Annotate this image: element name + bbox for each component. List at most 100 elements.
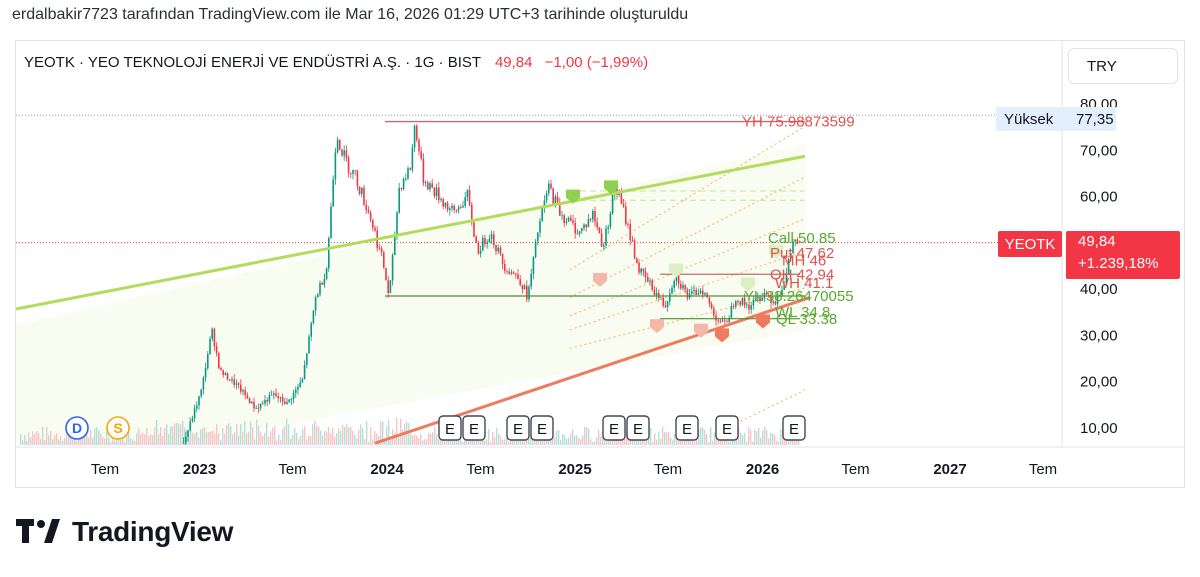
candle-body [543, 200, 546, 209]
candle-body [730, 306, 733, 318]
volume-bar [298, 439, 300, 445]
level-label: MH 46 [782, 252, 826, 269]
volume-bar [744, 432, 746, 445]
volume-bar [394, 433, 396, 445]
volume-bar [706, 433, 708, 445]
volume-bar [318, 426, 320, 445]
volume-bar [754, 429, 756, 445]
volume-bar [654, 433, 656, 445]
candle-body [528, 286, 530, 300]
volume-bar [358, 429, 360, 445]
candle-body [182, 442, 185, 444]
volume-bar [564, 435, 566, 445]
candle-body [600, 233, 603, 247]
volume-bar [224, 434, 226, 445]
volume-bar [234, 432, 236, 445]
candle-body [684, 285, 686, 290]
volume-bar [24, 434, 26, 445]
candle-body [591, 210, 594, 220]
earnings-badge-label: E [445, 421, 455, 438]
volume-bar [372, 439, 374, 445]
volume-bar [496, 427, 498, 445]
candle-body [794, 239, 796, 242]
volume-bar [104, 438, 106, 445]
volume-bar [470, 437, 472, 445]
earnings-badge-icon [626, 415, 650, 441]
candle-body [358, 186, 361, 195]
candle-body [754, 298, 757, 300]
volume-bar [342, 424, 344, 445]
candle-body [594, 210, 596, 223]
volume-bar [722, 438, 724, 445]
volume-bar [530, 435, 532, 445]
volume-bar [260, 431, 262, 445]
candle-body [620, 193, 623, 204]
high-label: Yüksek [1004, 110, 1054, 128]
volume-bar [242, 431, 244, 445]
candle-body [772, 301, 774, 304]
volume-bar [96, 427, 98, 445]
candle-body [319, 282, 321, 295]
price-change: −1,00 (−1,99%) [544, 54, 649, 71]
candle-body [433, 187, 436, 196]
candle-body [481, 237, 484, 251]
volume-bar [772, 433, 774, 445]
volume-bar [328, 427, 330, 445]
candle-body [253, 401, 255, 409]
candle-body [325, 268, 328, 279]
candle-body [514, 273, 517, 275]
candle-body [466, 190, 469, 198]
volume-bar [364, 439, 366, 445]
chart-credit: erdalbakir7723 tarafından TradingView.co… [12, 6, 689, 23]
candle-body [382, 252, 385, 268]
candle-body [426, 182, 429, 190]
volume-bar [474, 438, 476, 445]
tradingview-logo[interactable]: TradingView [16, 516, 233, 548]
candle-body [286, 401, 288, 405]
price-tag-value: 49,84 [1078, 233, 1116, 250]
volume-bar [764, 426, 766, 445]
last-price: 49,84 [494, 54, 533, 71]
volume-bar [238, 435, 240, 445]
volume-bar [350, 426, 352, 445]
volume-bar [606, 441, 608, 445]
candle-body [572, 220, 574, 223]
earnings-badge-label: E [682, 421, 692, 438]
candle-body [429, 183, 431, 190]
candle-body [565, 221, 568, 224]
volume-bar [194, 433, 196, 445]
time-axis-tick: Tem [91, 461, 119, 478]
price-axis-tick: 30,00 [1080, 327, 1118, 344]
currency-button[interactable]: TRY [1068, 48, 1178, 84]
candle-body [277, 396, 279, 399]
price-axis-tick: 10,00 [1080, 420, 1118, 437]
level-label: Call 50.85 [768, 230, 836, 247]
dividend-badge-label: D [72, 420, 82, 436]
candle-body [789, 253, 792, 260]
volume-bar [360, 424, 362, 445]
volume-bar [192, 432, 194, 445]
candle-body [728, 317, 730, 323]
candle-body [237, 383, 240, 385]
candle-body [255, 407, 257, 409]
earnings-badge-label: E [609, 421, 619, 438]
candle-body [270, 394, 273, 396]
volume-bar [62, 440, 64, 445]
candle-body [486, 242, 488, 245]
volume-bar [92, 437, 94, 445]
volume-bar [664, 431, 666, 445]
volume-bar [648, 436, 650, 445]
candle-body [235, 383, 238, 385]
volume-bar [570, 433, 572, 445]
candle-body [561, 215, 563, 217]
volume-bar [160, 427, 162, 445]
candle-body [596, 222, 598, 228]
price-axis-tick: 40,00 [1080, 281, 1118, 298]
volume-bar [128, 431, 130, 445]
volume-bar [580, 439, 582, 445]
volume-bar [244, 421, 246, 445]
fan-line [569, 125, 806, 271]
volume-bar [578, 437, 580, 445]
volume-bar [494, 437, 496, 445]
